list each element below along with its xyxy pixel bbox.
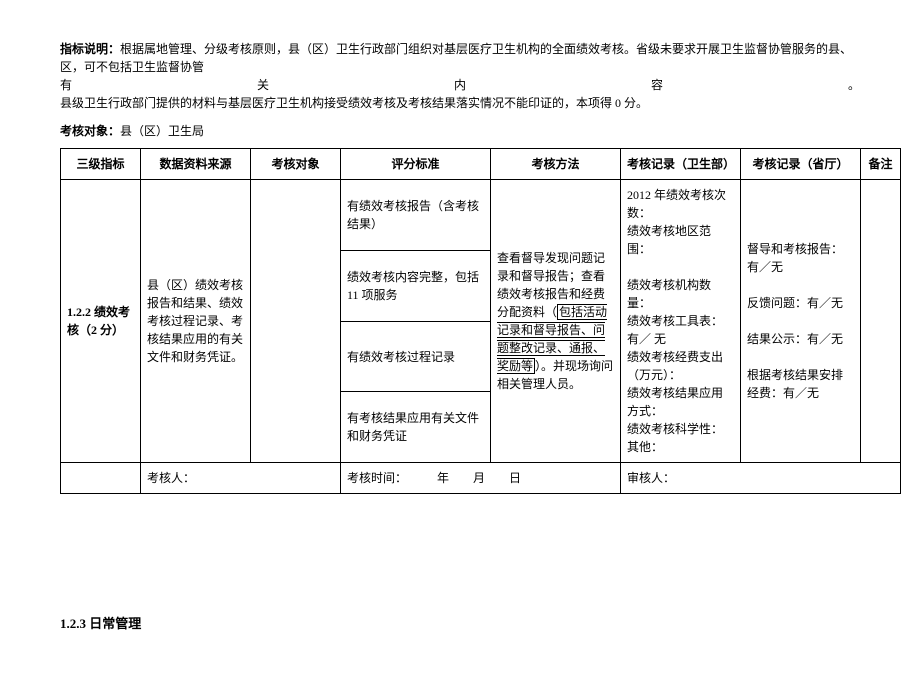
table-header-row: 三级指标 数据资料来源 考核对象 评分标准 考核方法 考核记录（卫生部） 考核记… [61, 149, 901, 180]
assessment-table: 三级指标 数据资料来源 考核对象 评分标准 考核方法 考核记录（卫生部） 考核记… [60, 148, 901, 494]
cell-object [251, 180, 341, 463]
footer-time: 考核时间： 年 月 日 [341, 463, 621, 494]
th-method: 考核方法 [491, 149, 621, 180]
cell-criteria-1: 绩效考核内容完整，包括 11 项服务 [341, 251, 491, 322]
cell-record-prov: 督导和考核报告：有／无 反馈问题：有／无 结果公示：有／无 根据考核结果安排经费… [741, 180, 861, 463]
instructions-line1: 指标说明：根据属地管理、分级考核原则，县（区）卫生行政部门组织对基层医疗卫生机构… [60, 42, 852, 74]
th-remark: 备注 [861, 149, 901, 180]
th-record-prov: 考核记录（省厅） [741, 149, 861, 180]
cell-criteria-3: 有考核结果应用有关文件和财务凭证 [341, 392, 491, 463]
cell-record-moh: 2012 年绩效考核次数： 绩效考核地区范围： 绩效考核机构数量： 绩效考核工具… [621, 180, 741, 463]
instructions-line2: 有 关 内 容 。 [60, 76, 860, 94]
assess-target-value: 县（区）卫生局 [120, 124, 204, 138]
cell-indicator: 1.2.2 绩效考核（2 分） [61, 180, 141, 463]
th-criteria: 评分标准 [341, 149, 491, 180]
instructions-label: 指标说明： [60, 42, 120, 56]
th-indicator: 三级指标 [61, 149, 141, 180]
th-object: 考核对象 [251, 149, 341, 180]
assess-target-label: 考核对象： [60, 124, 120, 138]
footer-empty [61, 463, 141, 494]
instructions-line3: 县级卫生行政部门提供的材料与基层医疗卫生机构接受绩效考核及考核结果落实情况不能印… [60, 94, 860, 112]
next-section-heading: 1.2.3 日常管理 [60, 614, 860, 634]
cell-criteria-2: 有绩效考核过程记录 [341, 322, 491, 392]
cell-method: 查看督导发现问题记录和督导报告；查看绩效考核报告和经费分配资料（包括活动记录和督… [491, 180, 621, 463]
cell-criteria-0: 有绩效考核报告（含考核结果） [341, 180, 491, 251]
assess-target-line: 考核对象：县（区）卫生局 [60, 122, 860, 140]
footer-assessor: 考核人： [141, 463, 341, 494]
instructions-block: 指标说明：根据属地管理、分级考核原则，县（区）卫生行政部门组织对基层医疗卫生机构… [60, 40, 860, 112]
th-record-moh: 考核记录（卫生部） [621, 149, 741, 180]
th-source: 数据资料来源 [141, 149, 251, 180]
cell-source: 县（区）绩效考核报告和结果、绩效考核过程记录、考核结果应用的有关文件和财务凭证。 [141, 180, 251, 463]
table-row: 1.2.2 绩效考核（2 分） 县（区）绩效考核报告和结果、绩效考核过程记录、考… [61, 180, 901, 251]
cell-remark [861, 180, 901, 463]
footer-reviewer: 审核人： [621, 463, 901, 494]
table-footer-row: 考核人： 考核时间： 年 月 日 审核人： [61, 463, 901, 494]
